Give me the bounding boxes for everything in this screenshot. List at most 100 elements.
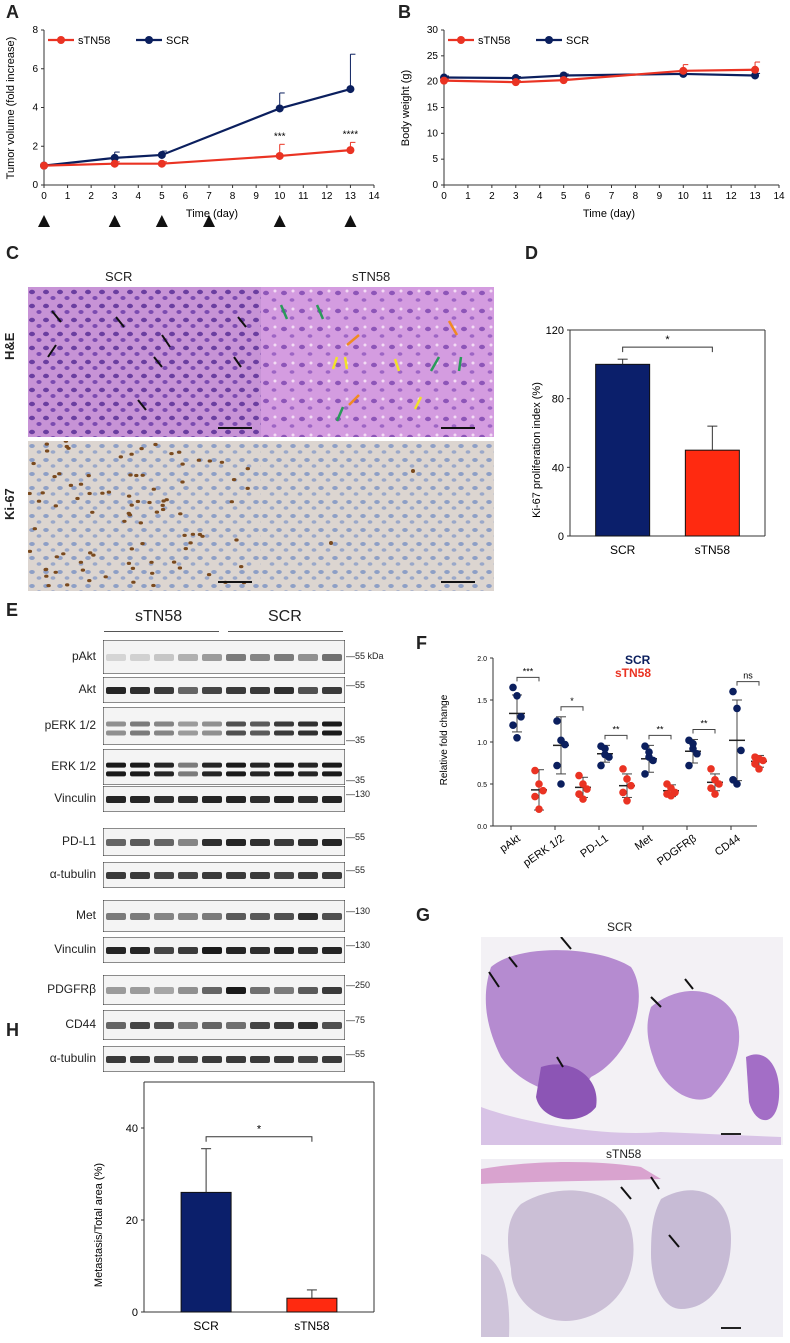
ki67-positive-nucleus (177, 566, 183, 570)
ki67-positive-nucleus (28, 549, 33, 553)
blot-label: Vinculin (54, 791, 96, 805)
blot-band (130, 913, 150, 920)
blot-band (298, 654, 318, 661)
blot-band (226, 839, 246, 846)
ki67-positive-nucleus (53, 504, 58, 508)
blot-band (154, 762, 174, 768)
ki67-positive-nucleus (229, 500, 234, 504)
data-point-stn58 (623, 797, 631, 805)
blot-band (178, 762, 198, 768)
x-tick-label: 6 (183, 191, 189, 202)
blot-label: pAkt (71, 649, 96, 663)
blot-band (154, 913, 174, 920)
y-tick-label: 8 (32, 25, 38, 36)
blot-band (250, 762, 270, 768)
significance-bracket (736, 681, 760, 686)
ki67-positive-nucleus (207, 459, 212, 463)
ki67-positive-nucleus (131, 580, 136, 584)
blot-band (322, 913, 342, 920)
blot-band (178, 654, 198, 661)
ki67-positive-nucleus (86, 474, 91, 478)
data-point-stn58 (40, 161, 48, 170)
chart-b-ylabel: Body weight (g) (400, 70, 412, 146)
ki67-scr-micrograph (28, 441, 262, 591)
legend-stn58: sTN58 (615, 666, 651, 680)
blot-label: α-tubulin (49, 867, 96, 881)
blot-mw-marker: —35 (346, 735, 366, 745)
blot-strip (103, 937, 345, 963)
ki67-positive-nucleus (46, 584, 51, 588)
blot-band (130, 730, 150, 736)
y-tick-label: 6 (32, 64, 38, 75)
significance-label: * (257, 1124, 262, 1136)
x-tick-label: 8 (633, 191, 639, 202)
ki67-positive-nucleus (171, 560, 177, 564)
ki67-positive-nucleus (151, 487, 156, 491)
blot-band (202, 796, 222, 803)
y-tick-label: 2.0 (477, 656, 487, 663)
blot-band (274, 687, 294, 694)
data-point-stn58 (619, 765, 627, 773)
blot-band (130, 687, 150, 694)
significance-label: ** (612, 724, 620, 734)
legend-marker (457, 36, 465, 44)
x-tick-label: 3 (112, 191, 118, 202)
blot-band (226, 654, 246, 661)
chart-d-ylabel: Ki-67 proliferation index (%) (531, 382, 543, 518)
blot-mw-marker: —55 (346, 1049, 366, 1059)
blot-band (250, 687, 270, 694)
panel-label-f: F (416, 633, 427, 653)
significance-bracket (648, 734, 672, 740)
blot-band (106, 762, 126, 768)
blot-group-stn58: sTN58 (135, 608, 183, 625)
data-point-scr (157, 150, 166, 159)
blot-label: ERK 1/2 (51, 759, 96, 773)
y-tick-label: 40 (126, 1123, 138, 1135)
treatment-arrowhead (203, 215, 215, 227)
blot-band (130, 839, 150, 846)
ki67-positive-nucleus (91, 553, 96, 557)
ki67-positive-nucleus (169, 452, 174, 456)
blot-band (298, 947, 318, 954)
blot-band (154, 1022, 174, 1029)
blot-band (274, 1056, 294, 1063)
blot-band (250, 947, 270, 954)
blot-band (250, 839, 270, 846)
y-tick-label: 0.0 (477, 824, 487, 831)
ki67-positive-nucleus (129, 547, 134, 551)
blot-band (106, 771, 126, 777)
blot-band (274, 947, 294, 954)
significance-label: * (665, 334, 670, 346)
blot-band (154, 839, 174, 846)
chart-f-plot: 0.0 0.5 1.0 1.5 2.0 pAkt *** pERK 1/2 * PD-L1 ** Me… (477, 653, 767, 869)
x-tick-label: 14 (368, 191, 380, 202)
blot-band (274, 730, 294, 736)
blot-label: PD-L1 (61, 834, 96, 848)
ki67-positive-nucleus (118, 455, 124, 459)
data-point-stn58 (679, 66, 688, 75)
blot-band (178, 730, 198, 736)
blot-strip (103, 900, 345, 932)
x-tick-label: 4 (537, 191, 543, 202)
blot-band (130, 654, 150, 661)
blot-band (322, 947, 342, 954)
data-point-scr (509, 683, 517, 692)
bar-stn58 (684, 449, 740, 537)
blot-band (250, 987, 270, 994)
chart-d: 0 40 80 120 SCR sTN58 * Ki-67 proliferation in… (531, 325, 766, 557)
ki67-positive-nucleus (106, 490, 112, 494)
legend-marker (57, 36, 65, 44)
y-tick-label: 40 (552, 462, 564, 474)
ki67-positive-nucleus (180, 480, 185, 484)
blot-label: Akt (78, 682, 96, 696)
blot-band (274, 987, 294, 994)
ki67-positive-nucleus (128, 473, 133, 477)
data-point-stn58 (619, 788, 627, 797)
blot-band (154, 1056, 174, 1063)
ki67-positive-nucleus (183, 547, 188, 551)
chart-f: 0.0 0.5 1.0 1.5 2.0 pAkt *** pERK 1/2 * PD-L1 ** Me… (439, 653, 767, 869)
blot-strip (103, 677, 345, 703)
ki67-positive-nucleus (149, 560, 154, 564)
significance-bracket (604, 734, 628, 740)
